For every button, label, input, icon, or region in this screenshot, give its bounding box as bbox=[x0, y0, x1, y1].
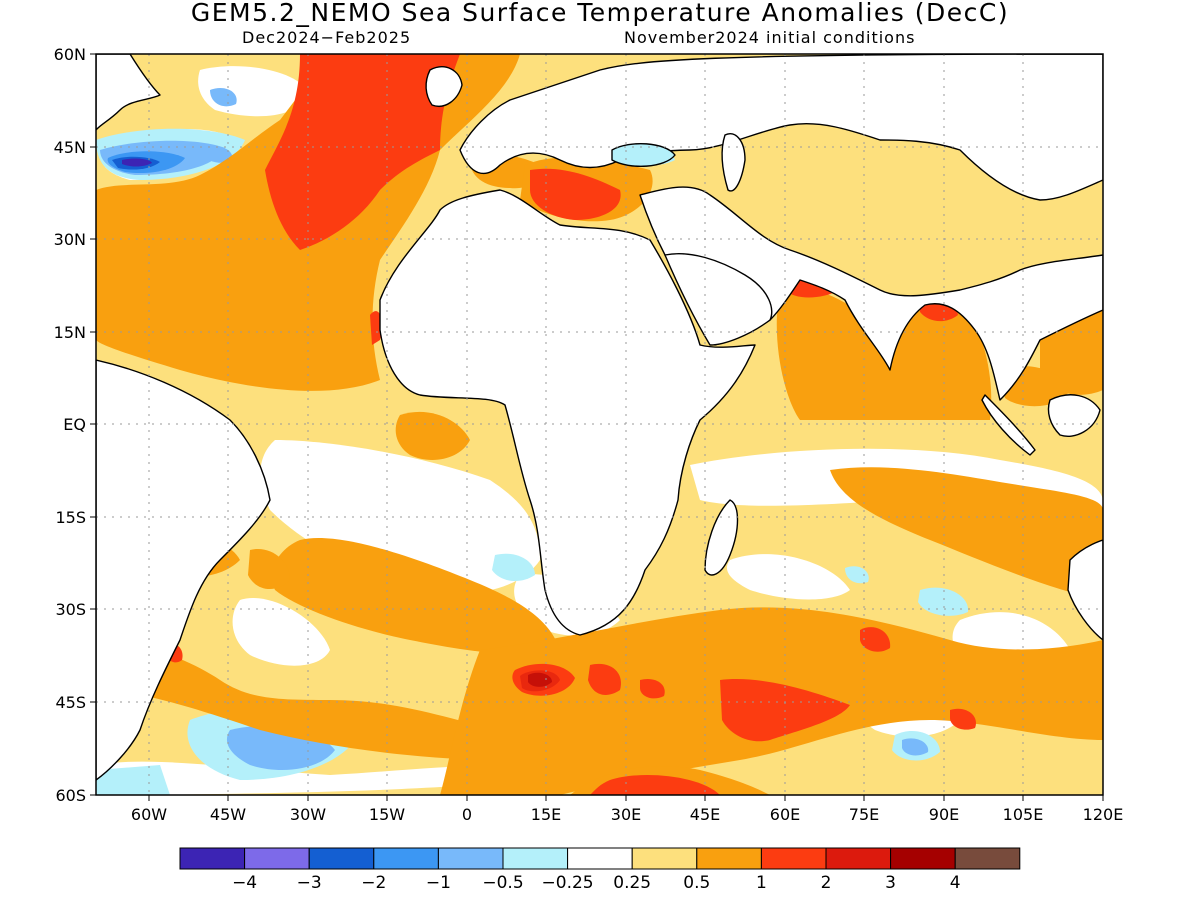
colorbar-swatch bbox=[825, 847, 892, 870]
lat-label-45n: 45N bbox=[54, 138, 86, 157]
lat-label-15s: 15S bbox=[55, 508, 86, 527]
lon-label-105e: 105E bbox=[1003, 805, 1044, 824]
colorbar-swatch bbox=[244, 847, 310, 870]
lon-label-90e: 90E bbox=[929, 805, 959, 824]
strong-core-ring bbox=[520, 670, 560, 692]
south-america-land bbox=[96, 359, 271, 781]
caspian-sea bbox=[721, 133, 746, 192]
colorbar-swatch bbox=[890, 847, 956, 870]
colorbar: −4 −3 −2 −1 −0.5 −0.25 0.25 0.5 1 2 3 4 bbox=[179, 847, 1021, 893]
lat-label-60n: 60N bbox=[54, 45, 86, 64]
colorbar-swatch bbox=[373, 847, 439, 870]
sumatra-land bbox=[981, 394, 1036, 456]
latitude-axis bbox=[90, 53, 96, 796]
map-graticule bbox=[96, 54, 1103, 795]
strong-warm-areas bbox=[165, 54, 976, 795]
arabia-land bbox=[664, 253, 773, 346]
colorbar-swatch bbox=[696, 847, 762, 870]
colorbar-label: 2 bbox=[821, 873, 832, 893]
colorbar-swatch bbox=[502, 847, 569, 870]
north-america-land bbox=[96, 54, 161, 131]
lon-label-45e: 45E bbox=[690, 805, 720, 824]
madagascar-land bbox=[704, 499, 739, 576]
colorbar-label: 0.5 bbox=[683, 873, 710, 893]
colorbar-label: 3 bbox=[885, 873, 896, 893]
british-isles-land bbox=[425, 66, 463, 107]
lat-label-45s: 45S bbox=[55, 693, 86, 712]
colorbar-swatch bbox=[567, 847, 633, 870]
africa-land bbox=[379, 189, 756, 636]
colorbar-label: 4 bbox=[950, 873, 961, 893]
colorbar-label: −1 bbox=[426, 873, 451, 893]
colorbar-swatch bbox=[760, 847, 827, 870]
lon-label-60e: 60E bbox=[770, 805, 800, 824]
init-subtitle: November2024 initial conditions bbox=[624, 28, 916, 47]
colorbar-label: −2 bbox=[361, 873, 386, 893]
lat-label-30s: 30S bbox=[55, 600, 86, 619]
australia-land bbox=[1067, 539, 1103, 641]
colorbar-swatch bbox=[179, 847, 246, 870]
lat-label-30n: 30N bbox=[54, 230, 86, 249]
land-masses bbox=[96, 54, 1103, 781]
lon-label-15w: 15W bbox=[369, 805, 405, 824]
lat-label-60s: 60S bbox=[55, 786, 86, 805]
lat-label-15n: 15N bbox=[54, 323, 86, 342]
lon-label-120e: 120E bbox=[1083, 805, 1124, 824]
colorbar-label: −0.25 bbox=[542, 873, 594, 893]
lon-label-0: 0 bbox=[462, 805, 472, 824]
black-sea bbox=[611, 142, 676, 168]
borneo-land bbox=[1047, 394, 1101, 437]
colorbar-swatch bbox=[954, 847, 1021, 870]
colorbar-swatch bbox=[631, 847, 698, 870]
period-subtitle: Dec2024−Feb2025 bbox=[242, 28, 412, 47]
map-title: GEM5.2_NEMO Sea Surface Temperature Anom… bbox=[190, 0, 1010, 27]
lon-label-75e: 75E bbox=[849, 805, 879, 824]
europe-land bbox=[459, 54, 1103, 201]
colorbar-swatch bbox=[437, 847, 504, 870]
lon-label-30e: 30E bbox=[611, 805, 641, 824]
lon-label-45w: 45W bbox=[210, 805, 246, 824]
colorbar-label: 1 bbox=[756, 873, 767, 893]
longitude-axis bbox=[148, 795, 1104, 801]
colorbar-label: 0.25 bbox=[613, 873, 651, 893]
colorbar-label: −4 bbox=[232, 873, 257, 893]
colorbar-label: −3 bbox=[297, 873, 322, 893]
colorbar-label: −0.5 bbox=[482, 873, 523, 893]
lat-label-eq: EQ bbox=[63, 415, 86, 434]
lon-label-15e: 15E bbox=[531, 805, 561, 824]
colorbar-swatch bbox=[308, 847, 375, 870]
lon-label-60w: 60W bbox=[131, 805, 167, 824]
lon-label-30w: 30W bbox=[290, 805, 326, 824]
